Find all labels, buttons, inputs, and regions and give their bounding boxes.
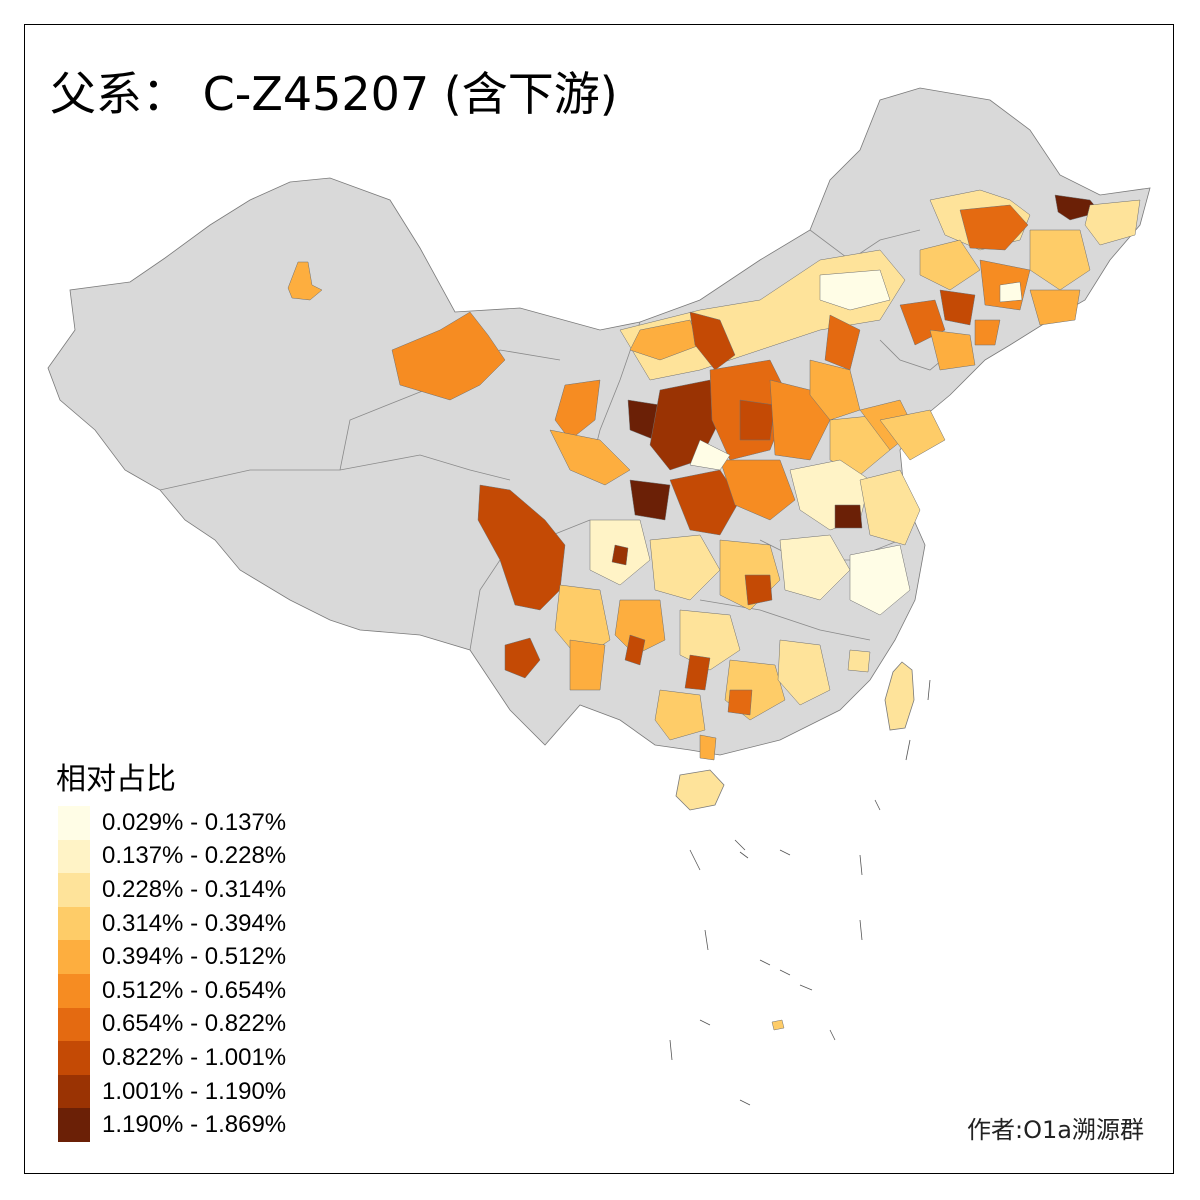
- legend-item: 0.822% - 1.001%: [58, 1041, 286, 1075]
- legend-swatch: [58, 1108, 90, 1142]
- legend-item: 0.137% - 0.228%: [58, 839, 287, 874]
- legend-item: 0.654% - 0.822%: [58, 1007, 287, 1042]
- legend-item: 0.314% - 0.394%: [58, 906, 287, 941]
- taiwan-island: [884, 661, 915, 731]
- legend-label: 0.654% - 0.822%: [102, 1010, 287, 1038]
- legend-label: 0.394% - 0.512%: [102, 943, 287, 971]
- legend-item: 1.001% - 1.190%: [58, 1074, 287, 1109]
- legend-label: 1.001% - 1.190%: [102, 1077, 287, 1105]
- legend-label: 0.029% - 0.137%: [102, 808, 287, 836]
- legend-label: 0.512% - 0.654%: [102, 976, 287, 1004]
- legend-item: 0.394% - 0.512%: [58, 940, 286, 974]
- legend-swatch: [58, 1074, 90, 1109]
- legend-swatch: [58, 906, 90, 941]
- legend: 0.029% - 0.137% 0.137% - 0.228% 0.228% -…: [58, 806, 286, 1142]
- legend-label: 0.228% - 0.314%: [102, 875, 287, 903]
- legend-label: 1.190% - 1.869%: [102, 1111, 287, 1139]
- legend-item: 0.029% - 0.137%: [58, 806, 286, 840]
- author-credit: 作者:O1a溯源群: [967, 1116, 1144, 1144]
- legend-swatch: [58, 806, 90, 840]
- legend-title: 相对占比: [56, 762, 176, 797]
- legend-swatch: [58, 1041, 90, 1075]
- legend-swatch: [58, 940, 90, 974]
- legend-label: 0.314% - 0.394%: [102, 909, 287, 937]
- legend-item: 0.512% - 0.654%: [58, 973, 287, 1008]
- legend-swatch: [58, 873, 90, 907]
- legend-swatch: [58, 973, 90, 1008]
- south-sea-islands: [669, 679, 931, 1106]
- legend-swatch: [58, 1007, 90, 1042]
- map-title: 父系： C-Z45207 (含下游): [50, 67, 618, 121]
- legend-item: 0.228% - 0.314%: [58, 873, 286, 907]
- legend-label: 0.137% - 0.228%: [102, 842, 287, 870]
- legend-item: 1.190% - 1.869%: [58, 1108, 286, 1142]
- data-regions: [287, 189, 1141, 1031]
- legend-label: 0.822% - 1.001%: [102, 1043, 287, 1071]
- hainan-island: [675, 769, 725, 811]
- legend-swatch: [58, 839, 90, 874]
